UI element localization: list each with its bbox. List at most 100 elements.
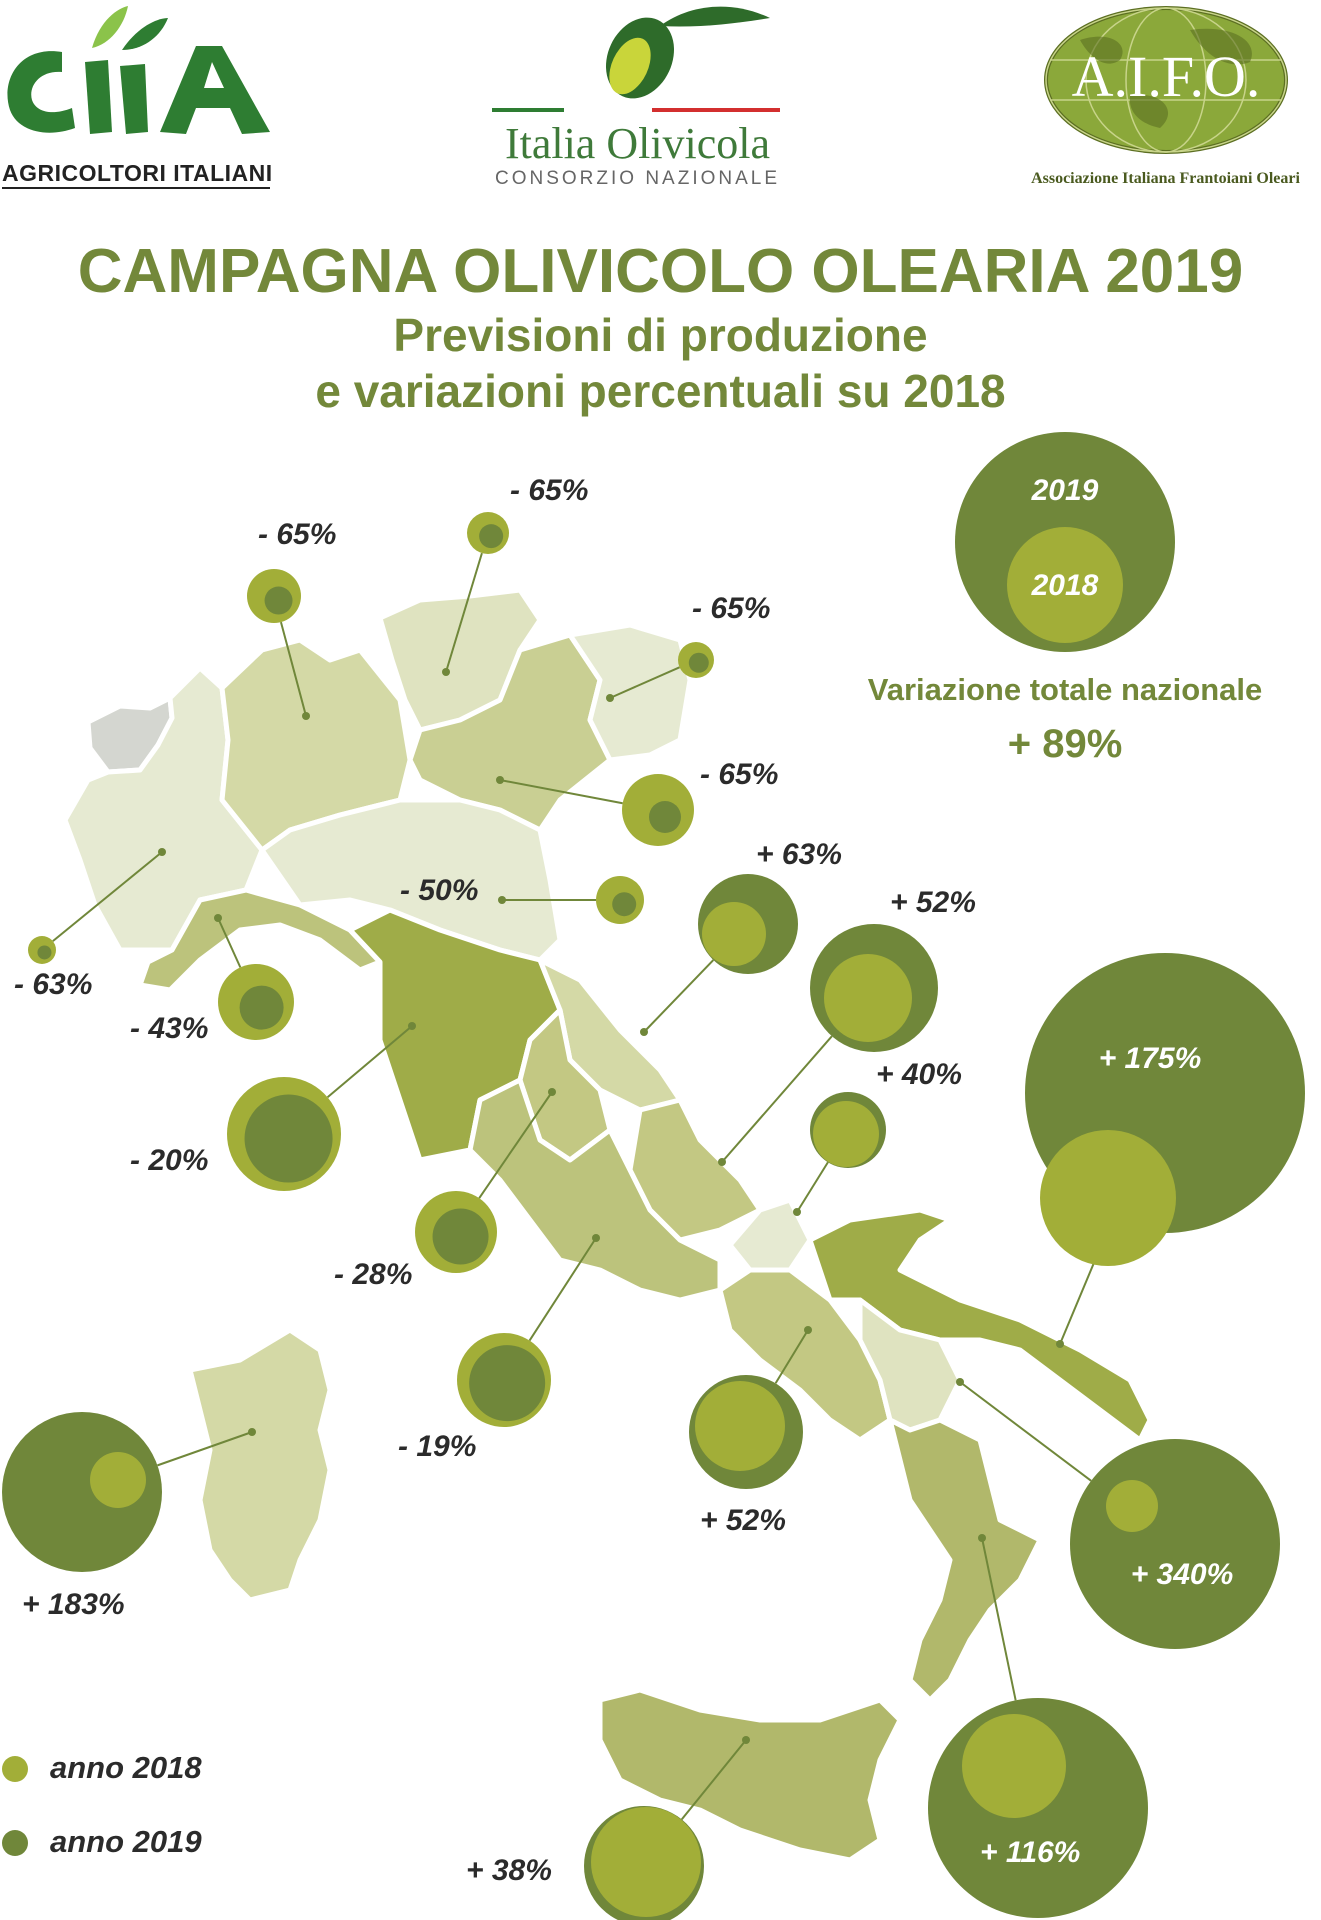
region-anchor-dot: [496, 776, 504, 784]
aifo-logo: A.I.F.O. Associazione Italiana Frantoian…: [1010, 0, 1321, 200]
legend-label-2018: 2018: [1031, 569, 1099, 602]
italia-olivicola-name: Italia Olivicola: [504, 119, 771, 168]
legend-label-2019: 2019: [1031, 474, 1099, 507]
leader-line: [445, 552, 483, 673]
bubble-2019: [239, 985, 284, 1030]
bubble-2019: [432, 1208, 489, 1265]
bubble-2019: [37, 945, 52, 960]
leader-line: [279, 621, 307, 717]
page-title: CAMPAGNA OLIVICOLO OLEARIA 2019: [77, 237, 1244, 306]
variation-label: - 19%: [398, 1430, 476, 1463]
leader-line: [528, 1237, 597, 1342]
bubble-2018: [591, 1807, 701, 1917]
region-lazio: [467, 1077, 723, 1303]
legend-dot-2018: [2, 1756, 28, 1782]
bubble-2018: [813, 1101, 879, 1167]
leader-line: [499, 779, 623, 805]
bubble-2019: [244, 1094, 333, 1183]
variation-label: + 63%: [756, 838, 842, 871]
bubble-2018: [824, 954, 912, 1042]
region-anchor-dot: [956, 1378, 964, 1386]
region-emilia-romagna: [259, 797, 563, 963]
variation-label: + 116%: [980, 1836, 1080, 1869]
leader-line: [721, 1035, 833, 1163]
region-anchor-dot: [718, 1158, 726, 1166]
legend-circle: 2019 2018: [955, 432, 1175, 652]
leader-line: [981, 1537, 1017, 1701]
aifo-subtitle: Associazione Italiana Frantoiani Oleari: [1031, 170, 1300, 187]
region-anchor-dot: [804, 1326, 812, 1334]
bubble-2018: [702, 902, 766, 966]
bubble-2019: [264, 586, 293, 615]
bubble-2019: [688, 652, 709, 673]
leader-line: [326, 1025, 413, 1099]
italia-olivicola-subtitle: CONSORZIO NAZIONALE: [494, 168, 781, 189]
legend-circle-2018: [1007, 527, 1123, 643]
region-anchor-dot: [498, 896, 506, 904]
bubble-2019: [479, 524, 504, 549]
bubbles: - 65% - 65% - 65% - 65% - 63% - 50% - 43% - 20%…: [2, 474, 1305, 1920]
variation-label: + 340%: [1131, 1558, 1234, 1591]
bubble-2018: [90, 1452, 146, 1508]
variation-label: + 175%: [1099, 1042, 1202, 1075]
region-anchor-dot: [408, 1022, 416, 1030]
page-subtitle-line2: e variazioni percentuali su 2018: [315, 365, 1006, 417]
variation-label: + 52%: [890, 886, 976, 919]
region-anchor-dot: [302, 712, 310, 720]
bubble-2019: [2, 1412, 162, 1572]
cia-subtitle: AGRICOLTORI ITALIANI: [2, 160, 273, 186]
leader-line: [217, 917, 242, 968]
variation-label: - 65%: [510, 474, 588, 507]
bubble-2018: [1106, 1480, 1158, 1532]
variation-label: - 43%: [130, 1012, 208, 1045]
leader-line: [959, 1381, 1092, 1482]
variation-label: + 38%: [466, 1854, 552, 1887]
variation-label: + 183%: [22, 1588, 125, 1621]
leader-line: [478, 1091, 553, 1199]
variation-label: - 65%: [258, 518, 336, 551]
variation-label: - 28%: [334, 1258, 412, 1291]
olive-icon: [492, 6, 780, 112]
variation-label: + 52%: [700, 1504, 786, 1537]
leader-line: [680, 1739, 747, 1820]
italia-olivicola-logo: Italia Olivicola CONSORZIO NAZIONALE: [470, 0, 805, 195]
region-anchor-dot: [1056, 1340, 1064, 1348]
leader-line: [774, 1329, 809, 1384]
legend-dot-2019: [2, 1830, 28, 1856]
region-friuli: [567, 622, 693, 763]
bubble-2019: [1070, 1439, 1280, 1649]
leader-lines: [52, 552, 1112, 1820]
region-liguria: [137, 887, 383, 993]
bubble-2018: [695, 1381, 785, 1471]
region-anchor-dot: [158, 848, 166, 856]
region-shapes: [62, 587, 1153, 1863]
aifo-name: A.I.F.O.: [1072, 44, 1261, 109]
globe-icon: A.I.F.O.: [1044, 6, 1288, 154]
bubble-2018: [1040, 1130, 1176, 1266]
national-variation-label: Variazione totale nazionale: [867, 672, 1263, 707]
page-subtitle-line1: Previsioni di produzione: [393, 309, 928, 361]
variation-label: - 65%: [692, 592, 770, 625]
variation-label: - 20%: [130, 1144, 208, 1177]
region-anchor-dot: [606, 694, 614, 702]
variation-label: - 65%: [700, 758, 778, 791]
variation-label: - 50%: [400, 874, 478, 907]
region-sardegna: [187, 1327, 333, 1603]
bubble-2019: [649, 801, 681, 833]
region-calabria: [887, 1417, 1043, 1703]
bubble-2019: [469, 1345, 546, 1422]
national-variation-value: + 89%: [1007, 722, 1123, 766]
region-sicilia: [597, 1687, 903, 1863]
leader-line: [157, 1431, 253, 1467]
cia-rule: [2, 187, 270, 189]
bubble-2018: [962, 1714, 1066, 1818]
region-anchor-dot: [214, 914, 222, 922]
leader-line: [796, 1161, 829, 1213]
legend-key: anno 2018 anno 2019: [0, 1740, 320, 1890]
region-anchor-dot: [548, 1088, 556, 1096]
region-anchor-dot: [742, 1736, 750, 1744]
leader-line: [52, 851, 163, 942]
legend-label-anno-2019: anno 2019: [50, 1824, 202, 1859]
region-anchor-dot: [592, 1234, 600, 1242]
